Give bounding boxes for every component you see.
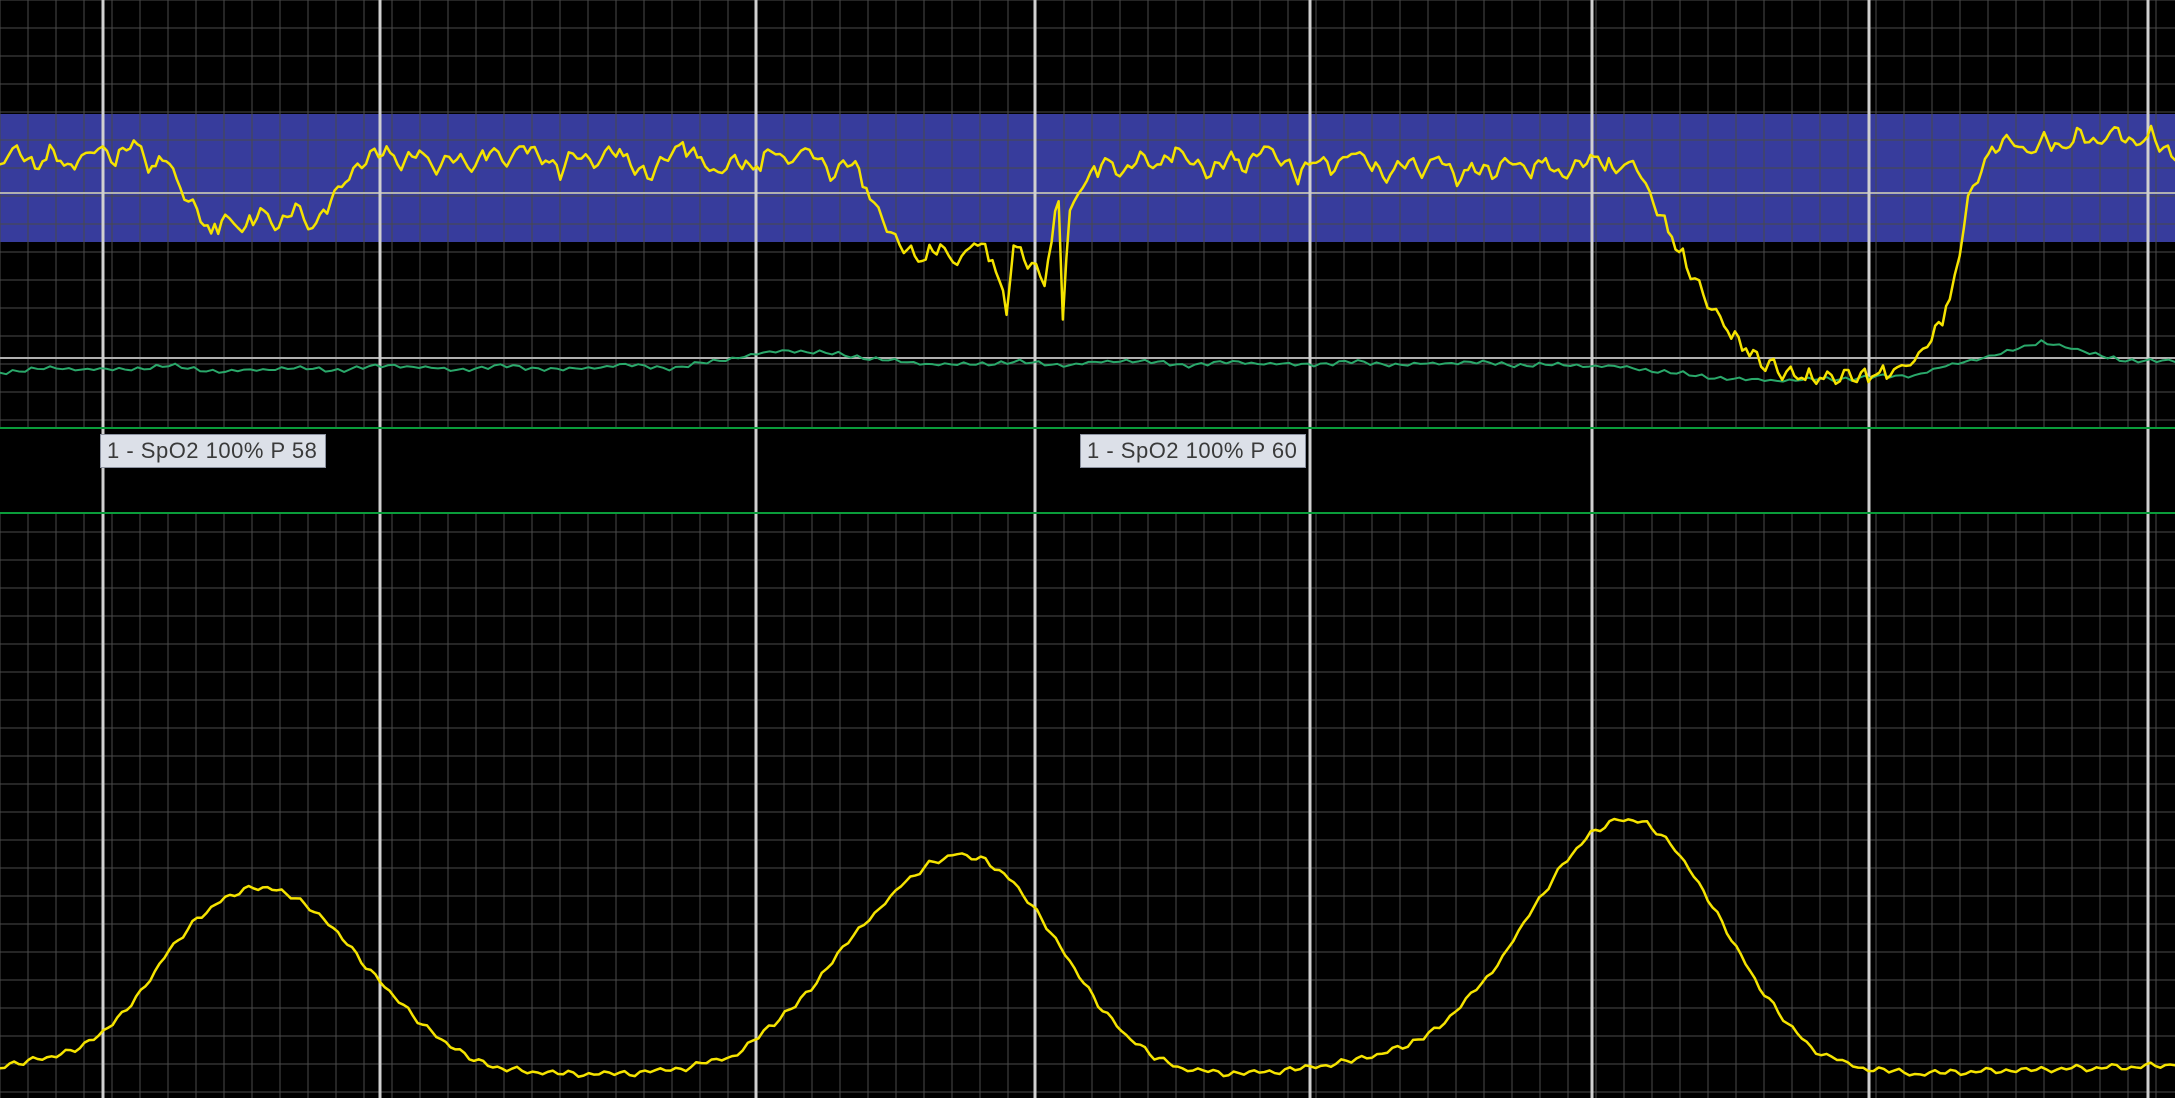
annotation-spo2-left: 1 - SpO2 100% P 58	[100, 434, 326, 468]
monitor-trend-view: 1 - SpO2 100% P 58 1 - SpO2 100% P 60	[0, 0, 2175, 1098]
trend-svg	[0, 0, 2175, 1098]
annotation-spo2-right: 1 - SpO2 100% P 60	[1080, 434, 1306, 468]
